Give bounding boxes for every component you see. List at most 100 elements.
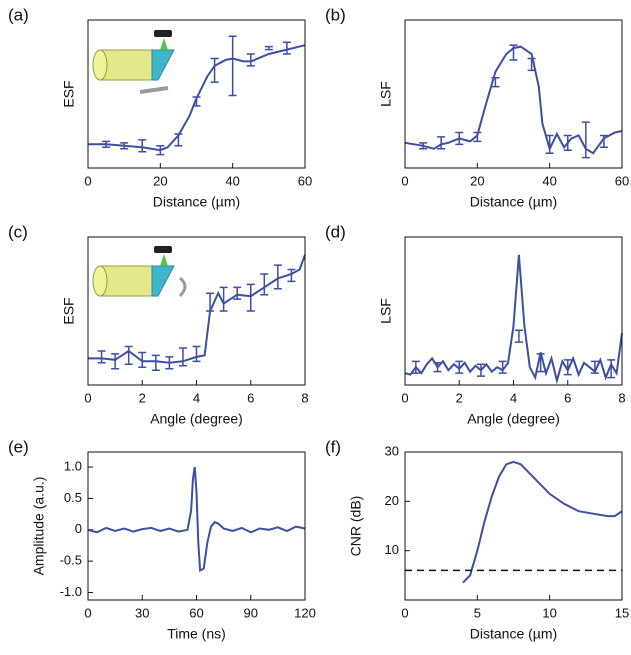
inset-cylinder-end	[92, 265, 108, 297]
error-bar	[590, 360, 599, 374]
x-tick-label: 4	[510, 390, 517, 405]
inset-prism	[151, 265, 175, 297]
x-tick-label: 20	[153, 173, 167, 188]
data-line	[404, 254, 623, 385]
panel-label: (f)	[325, 437, 341, 456]
error-bar	[151, 354, 160, 371]
error-bar	[138, 351, 147, 368]
x-tick-label: 120	[294, 605, 316, 620]
x-axis-label: Distance (µm)	[470, 194, 557, 210]
error-bar	[219, 286, 228, 312]
x-tick-label: 2	[456, 390, 463, 405]
error-bar	[433, 362, 442, 373]
y-tick-label: 10	[385, 542, 399, 557]
error-bar	[165, 356, 174, 370]
error-bar	[476, 363, 485, 377]
error-bar	[124, 345, 133, 366]
error-bar	[102, 140, 111, 149]
error-bar	[607, 359, 616, 379]
data-line	[462, 460, 623, 584]
panel-label: (e)	[8, 437, 29, 456]
x-tick-label: 6	[564, 390, 571, 405]
inset-transducer	[154, 246, 172, 253]
plot-frame	[87, 236, 306, 386]
x-tick-label: 8	[618, 390, 625, 405]
inset-arrow	[139, 86, 169, 94]
panel-label: (d)	[325, 222, 346, 241]
inset-arrow	[178, 276, 187, 298]
error-bar	[192, 345, 201, 363]
error-bar	[273, 264, 282, 290]
error-bar	[473, 131, 482, 143]
y-axis-label: LSF	[378, 298, 394, 324]
error-bar	[210, 57, 219, 83]
error-bar	[411, 360, 420, 374]
error-bar	[233, 286, 242, 300]
y-tick-label: 1.0	[64, 458, 82, 473]
y-tick-label: 0	[75, 521, 82, 536]
x-tick-label: 40	[542, 173, 556, 188]
data-line	[88, 44, 306, 152]
error-bar	[455, 360, 464, 374]
x-tick-label: 15	[615, 605, 629, 620]
error-bar	[581, 121, 590, 159]
panel-label: (b)	[325, 5, 346, 24]
error-bar	[192, 96, 201, 107]
error-bar	[491, 76, 500, 88]
error-bar	[174, 133, 183, 147]
error-bar	[498, 360, 507, 374]
panel-label: (c)	[8, 222, 28, 241]
error-bar	[228, 35, 237, 97]
x-tick-label: 6	[247, 390, 254, 405]
y-axis-label: ESF	[61, 80, 77, 107]
error-bar	[563, 134, 572, 151]
x-tick-label: 60	[615, 173, 629, 188]
y-axis-label: LSF	[378, 81, 394, 107]
panel-label: (a)	[8, 5, 29, 24]
error-bar	[536, 353, 545, 373]
error-bar	[514, 329, 523, 343]
x-axis-label: Angle (degree)	[467, 411, 560, 427]
x-tick-label: 30	[135, 605, 149, 620]
x-tick-label: 2	[139, 390, 146, 405]
x-tick-label: 0	[401, 390, 408, 405]
x-axis-label: Distance (µm)	[153, 194, 240, 210]
x-tick-label: 8	[301, 390, 308, 405]
x-axis-label: Angle (degree)	[150, 411, 243, 427]
error-bar	[419, 142, 428, 150]
error-bar	[527, 57, 536, 72]
error-bar	[260, 273, 269, 296]
x-tick-label: 20	[470, 173, 484, 188]
inset-prism	[151, 49, 175, 81]
plot-frame	[87, 19, 306, 169]
error-bar	[120, 142, 129, 150]
error-bar	[111, 353, 120, 370]
error-bar	[545, 134, 554, 154]
error-bar	[264, 45, 273, 51]
error-bar	[287, 268, 296, 283]
plot-frame	[87, 451, 306, 601]
plot-frame	[404, 236, 623, 386]
y-tick-label: 30	[385, 443, 399, 458]
y-tick-label: 20	[385, 493, 399, 508]
inset-cylinder	[99, 49, 153, 81]
x-tick-label: 10	[542, 605, 556, 620]
error-bar	[246, 283, 255, 312]
x-tick-label: 5	[474, 605, 481, 620]
error-bar	[178, 347, 187, 367]
error-bar	[206, 292, 215, 312]
data-line	[404, 45, 623, 155]
x-tick-label: 40	[225, 173, 239, 188]
x-tick-label: 0	[84, 605, 91, 620]
inset-beam	[160, 254, 168, 266]
y-tick-label: -0.5	[60, 553, 82, 568]
error-bar	[599, 134, 608, 149]
y-axis-label: Amplitude (a.u.)	[31, 477, 47, 576]
error-bar	[246, 53, 255, 67]
x-tick-label: 90	[244, 605, 258, 620]
data-line	[87, 466, 306, 573]
inset-cylinder-end	[92, 49, 108, 81]
plot-frame	[404, 451, 623, 601]
x-tick-label: 0	[84, 173, 91, 188]
error-bar	[156, 145, 165, 156]
